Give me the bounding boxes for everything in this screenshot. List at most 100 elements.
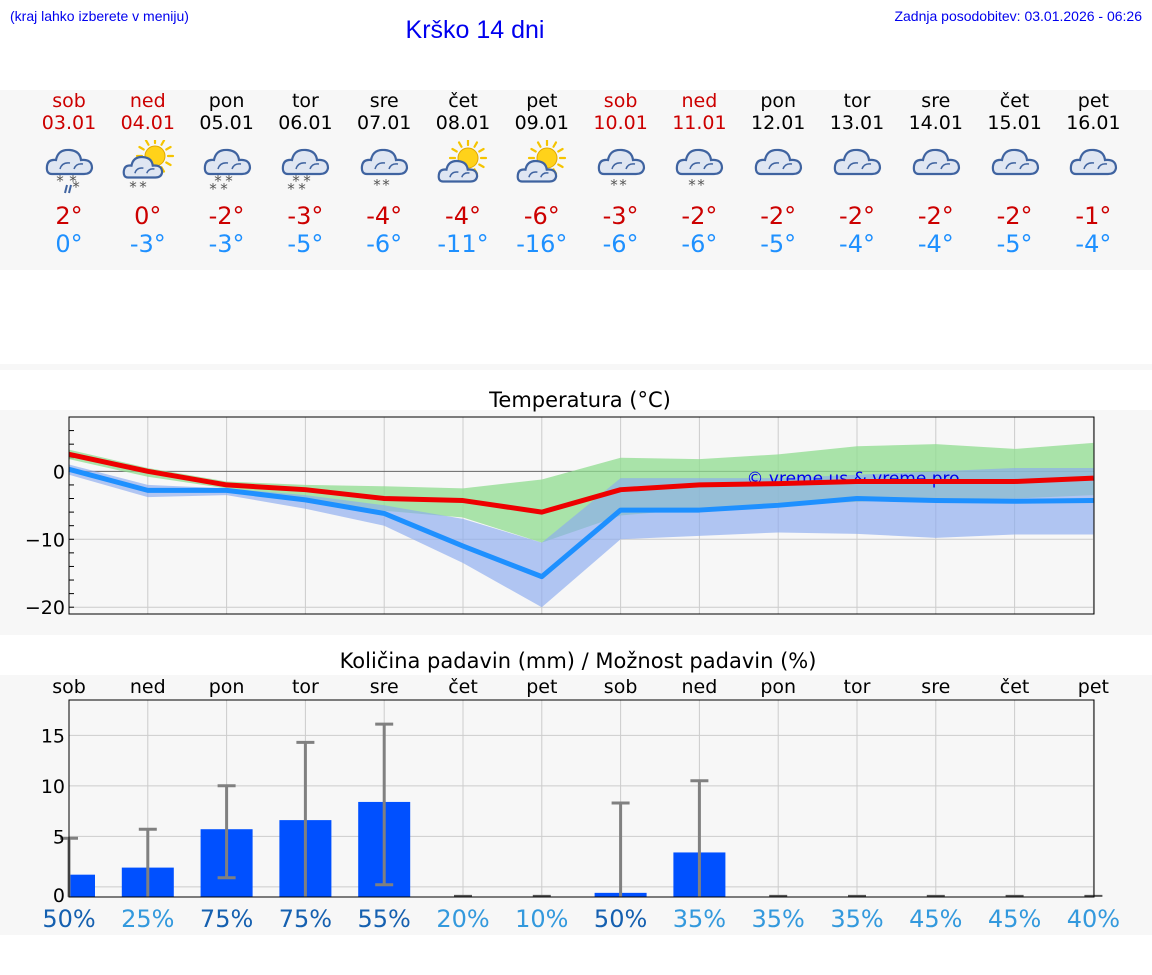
day-date: 09.01 [514, 112, 569, 134]
svg-text:*: * [610, 176, 618, 194]
category-label: pon [760, 676, 796, 698]
plot-frame [68, 699, 1095, 898]
day-name: sob [603, 90, 638, 112]
min-temperature-line [68, 466, 1094, 580]
min-temperature: -16° [516, 230, 568, 258]
day-name: sre [921, 90, 951, 112]
day-date: 14.01 [908, 112, 963, 134]
section-divider [0, 364, 1152, 370]
location-hint: (kraj lahko izberete v meniju) [10, 8, 189, 24]
sun-cloud-snow-icon: * * [103, 140, 193, 198]
svg-text:*: * [382, 176, 390, 194]
cloud-snow-icon: * * [654, 140, 744, 198]
max-temperature: -6° [523, 202, 560, 230]
min-temperature: -6° [366, 230, 403, 258]
day-column: ned 11.01 * * -2° -6° [654, 90, 744, 258]
max-temperature: -2° [917, 202, 954, 230]
day-column: pet 09.01 -6° -16° [497, 90, 587, 258]
svg-text:*: * [689, 176, 697, 194]
chart-background [0, 675, 1152, 935]
min-temperature: -6° [602, 230, 639, 258]
category-label: čet [1000, 676, 1030, 698]
sun-cloud-icon [418, 140, 508, 198]
precipitation-probability: 25% [121, 905, 174, 933]
cloud-snow-icon: * * [576, 140, 666, 198]
day-date: 03.01 [41, 112, 97, 134]
min-temperature: -11° [437, 230, 489, 258]
day-name: pet [526, 90, 558, 112]
precipitation-probability: 45% [909, 905, 962, 933]
precipitation-probability: 75% [279, 905, 332, 933]
day-date: 10.01 [593, 112, 648, 134]
min-temperature: 0° [55, 230, 83, 258]
y-tick-label: 10 [41, 776, 65, 798]
category-label: sre [921, 676, 950, 698]
precipitation-bar [69, 874, 95, 897]
min-temperature: -5° [996, 230, 1033, 258]
min-temperature: -3° [129, 230, 166, 258]
day-name: čet [999, 90, 1030, 112]
cloud-icon [970, 140, 1060, 198]
chart-title: Količina padavin (mm) / Možnost padavin … [340, 649, 817, 673]
max-temperature: -3° [602, 202, 639, 230]
max-temperature: -2° [760, 202, 797, 230]
cloud-icon [812, 140, 902, 198]
day-name: ned [129, 90, 166, 112]
precipitation-probability: 40% [1067, 905, 1120, 933]
precipitation-probability: 35% [673, 905, 726, 933]
day-name: pet [1077, 90, 1109, 112]
svg-text:*: * [72, 178, 80, 196]
chart-title: Temperatura (°C) [488, 388, 671, 412]
svg-text:*: * [619, 176, 627, 194]
day-column: pon 12.01 -2° -5° [733, 90, 823, 258]
day-date: 16.01 [1066, 112, 1121, 134]
precipitation-probability: 50% [594, 905, 647, 933]
max-temperature: 0° [134, 202, 162, 230]
day-column: tor 13.01 -2° -4° [812, 90, 902, 258]
y-tick-label: 0 [53, 885, 65, 907]
category-label: tor [292, 676, 319, 698]
cloud-icon [1048, 140, 1138, 198]
category-label: sob [52, 676, 86, 698]
day-date: 13.01 [829, 112, 885, 134]
day-name: sre [369, 90, 399, 112]
svg-text:*: * [139, 178, 147, 196]
cloud-heavy-snow-icon: * * * * [182, 140, 272, 198]
plot-frame [68, 416, 1095, 615]
page-title: Krško 14 dni [405, 16, 545, 44]
day-column: sre 14.01 -2° -4° [891, 90, 981, 258]
svg-text:*: * [373, 176, 381, 194]
cloud-icon [733, 140, 823, 198]
max-temperature: -2° [681, 202, 718, 230]
last-update: Zadnja posodobitev: 03.01.2026 - 06:26 [894, 8, 1142, 24]
day-column: sob 03.01 * * * 2° 0° [24, 90, 114, 258]
svg-text:*: * [214, 172, 222, 190]
day-column: sre 07.01 * * -4° -6° [339, 90, 429, 258]
svg-text:*: * [299, 180, 307, 198]
day-date: 12.01 [750, 112, 806, 134]
y-tick-label: −10 [25, 529, 65, 551]
max-temperature: -4° [366, 202, 403, 230]
day-column: tor 06.01 * * * * -3° -5° [260, 90, 350, 258]
cloud-snow-icon: * * [339, 140, 429, 198]
max-temperature: -2° [208, 202, 245, 230]
day-column: čet 15.01 -2° -5° [970, 90, 1060, 258]
category-label: sob [604, 676, 638, 698]
day-date: 06.01 [278, 112, 333, 134]
precipitation-probability: 10% [515, 905, 568, 933]
category-label: ned [682, 676, 718, 698]
min-temperature: -5° [760, 230, 797, 258]
max-temperature-line [68, 451, 1094, 515]
precipitation-probability: 55% [358, 905, 411, 933]
min-temperature: -6° [681, 230, 718, 258]
cloud-snow-rain-icon: * * * [24, 140, 114, 198]
svg-text:*: * [220, 180, 228, 198]
day-date: 07.01 [356, 112, 412, 134]
svg-text:*: * [304, 172, 312, 190]
svg-text:*: * [209, 180, 217, 198]
category-label: čet [448, 676, 478, 698]
svg-text:*: * [129, 178, 137, 196]
precipitation-probability: 20% [436, 905, 489, 933]
precipitation-chart: Količina padavin (mm) / Možnost padavin … [0, 649, 1152, 935]
category-label: pon [209, 676, 245, 698]
